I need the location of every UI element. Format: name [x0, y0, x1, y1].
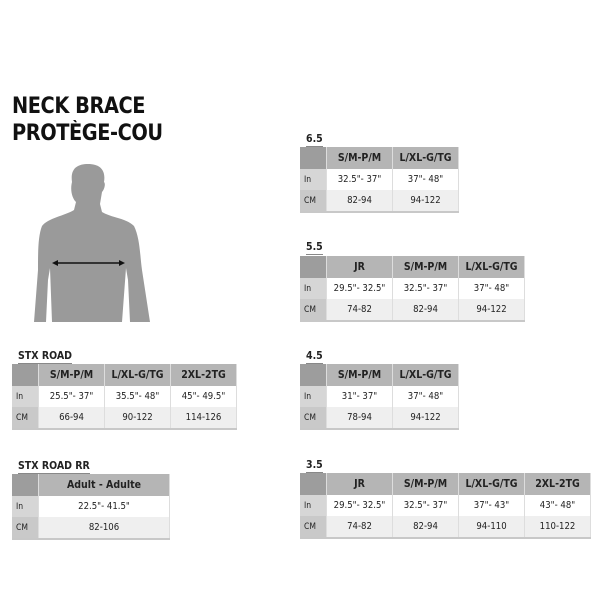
corner-cell	[300, 147, 327, 169]
row-label-in: In	[300, 278, 327, 299]
header-row: S/M-P/M L/XL-G/TG 2XL-2TG	[12, 364, 237, 386]
cm-cell: 94-110	[458, 516, 525, 538]
size-table-stx-road-rr: Adult - Adulte In 22.5"- 41.5" CM 82-106	[12, 474, 170, 540]
inches-cell: 32.5"- 37"	[392, 278, 459, 299]
header-row: JR S/M-P/M L/XL-G/TG 2XL-2TG	[300, 473, 591, 495]
cm-cell: 90-122	[104, 407, 171, 429]
size-column-header: JR	[326, 256, 393, 278]
inches-cell: 43"- 48"	[524, 495, 591, 516]
table-title-4-5: 4.5	[306, 350, 323, 364]
row-label-in: In	[12, 386, 39, 407]
inches-cell: 29.5"- 32.5"	[326, 278, 393, 299]
inches-row: In 25.5"- 37" 35.5"- 48" 45"- 49.5"	[12, 386, 237, 407]
cm-cell: 94-122	[458, 299, 525, 321]
torso-silhouette-icon	[34, 164, 150, 322]
inches-cell: 45"- 49.5"	[170, 386, 237, 407]
inches-cell: 25.5"- 37"	[38, 386, 105, 407]
table-title-6-5: 6.5	[306, 133, 323, 147]
size-table-5-5: JR S/M-P/M L/XL-G/TG In 29.5"- 32.5" 32.5"- 3…	[300, 256, 525, 322]
size-column-header: 2XL-2TG	[524, 473, 591, 495]
heading-french: PROTÈGE-COU	[12, 121, 163, 146]
row-label-in: In	[300, 169, 327, 190]
size-table-stx-road: S/M-P/M L/XL-G/TG 2XL-2TG In 25.5"- 37" 35.5"…	[12, 364, 237, 430]
size-column-header: L/XL-G/TG	[392, 147, 459, 169]
row-label-in: In	[300, 495, 327, 516]
row-label-cm: CM	[300, 407, 327, 429]
cm-cell: 66-94	[38, 407, 105, 429]
header-row: S/M-P/M L/XL-G/TG	[300, 364, 459, 386]
cm-row: CM 82-94 94-122	[300, 190, 459, 212]
size-column-header: 2XL-2TG	[170, 364, 237, 386]
heading-english: NECK BRACE	[12, 94, 146, 119]
size-column-header: S/M-P/M	[326, 147, 393, 169]
cm-row: CM 82-106	[12, 517, 170, 539]
size-table-6-5: S/M-P/M L/XL-G/TG In 32.5"- 37" 37"- 48" CM 82…	[300, 147, 459, 213]
inches-cell: 22.5"- 41.5"	[38, 496, 170, 517]
table-title-stx-road: STX ROAD	[18, 350, 72, 364]
inches-cell: 37"- 48"	[392, 169, 459, 190]
cm-cell: 74-82	[326, 516, 393, 538]
row-label-cm: CM	[300, 190, 327, 212]
inches-row: In 31"- 37" 37"- 48"	[300, 386, 459, 407]
row-label-in: In	[12, 496, 39, 517]
size-column-header: JR	[326, 473, 393, 495]
size-column-header: S/M-P/M	[38, 364, 105, 386]
size-table-3-5: JR S/M-P/M L/XL-G/TG 2XL-2TG In 29.5"- 32.5" 3…	[300, 473, 591, 539]
size-column-header: S/M-P/M	[392, 256, 459, 278]
corner-cell	[12, 364, 39, 386]
size-column-header: L/XL-G/TG	[104, 364, 171, 386]
cm-cell: 114-126	[170, 407, 237, 429]
cm-row: CM 66-94 90-122 114-126	[12, 407, 237, 429]
inches-cell: 31"- 37"	[326, 386, 393, 407]
table-title-3-5: 3.5	[306, 459, 323, 473]
cm-row: CM 74-82 82-94 94-110 110-122	[300, 516, 591, 538]
inches-cell: 29.5"- 32.5"	[326, 495, 393, 516]
header-row: S/M-P/M L/XL-G/TG	[300, 147, 459, 169]
size-column-header: S/M-P/M	[392, 473, 459, 495]
row-label-cm: CM	[12, 407, 39, 429]
cm-cell: 78-94	[326, 407, 393, 429]
row-label-in: In	[300, 386, 327, 407]
header-row: JR S/M-P/M L/XL-G/TG	[300, 256, 525, 278]
inches-row: In 22.5"- 41.5"	[12, 496, 170, 517]
cm-cell: 82-94	[326, 190, 393, 212]
cm-cell: 94-122	[392, 407, 459, 429]
cm-cell: 110-122	[524, 516, 591, 538]
corner-cell	[300, 256, 327, 278]
corner-cell	[300, 364, 327, 386]
row-label-cm: CM	[300, 299, 327, 321]
table-title-stx-road-rr: STX ROAD RR	[18, 460, 90, 474]
cm-row: CM 74-82 82-94 94-122	[300, 299, 525, 321]
inches-cell: 37"- 43"	[458, 495, 525, 516]
inches-row: In 29.5"- 32.5" 32.5"- 37" 37"- 48"	[300, 278, 525, 299]
cm-cell: 74-82	[326, 299, 393, 321]
cm-cell: 82-106	[38, 517, 170, 539]
size-column-header: L/XL-G/TG	[458, 256, 525, 278]
corner-cell	[300, 473, 327, 495]
size-column-header: L/XL-G/TG	[392, 364, 459, 386]
size-column-header: Adult - Adulte	[38, 474, 170, 496]
size-column-header: L/XL-G/TG	[458, 473, 525, 495]
inches-cell: 37"- 48"	[458, 278, 525, 299]
inches-cell: 32.5"- 37"	[326, 169, 393, 190]
inches-cell: 37"- 48"	[392, 386, 459, 407]
table-title-5-5: 5.5	[306, 241, 323, 255]
cm-row: CM 78-94 94-122	[300, 407, 459, 429]
corner-cell	[12, 474, 39, 496]
inches-cell: 35.5"- 48"	[104, 386, 171, 407]
size-table-4-5: S/M-P/M L/XL-G/TG In 31"- 37" 37"- 48" CM 78-9…	[300, 364, 459, 430]
inches-row: In 29.5"- 32.5" 32.5"- 37" 37"- 43" 43"- 48"	[300, 495, 591, 516]
row-label-cm: CM	[12, 517, 39, 539]
inches-cell: 32.5"- 37"	[392, 495, 459, 516]
cm-cell: 94-122	[392, 190, 459, 212]
inches-row: In 32.5"- 37" 37"- 48"	[300, 169, 459, 190]
cm-cell: 82-94	[392, 299, 459, 321]
row-label-cm: CM	[300, 516, 327, 538]
size-column-header: S/M-P/M	[326, 364, 393, 386]
header-row: Adult - Adulte	[12, 474, 170, 496]
cm-cell: 82-94	[392, 516, 459, 538]
